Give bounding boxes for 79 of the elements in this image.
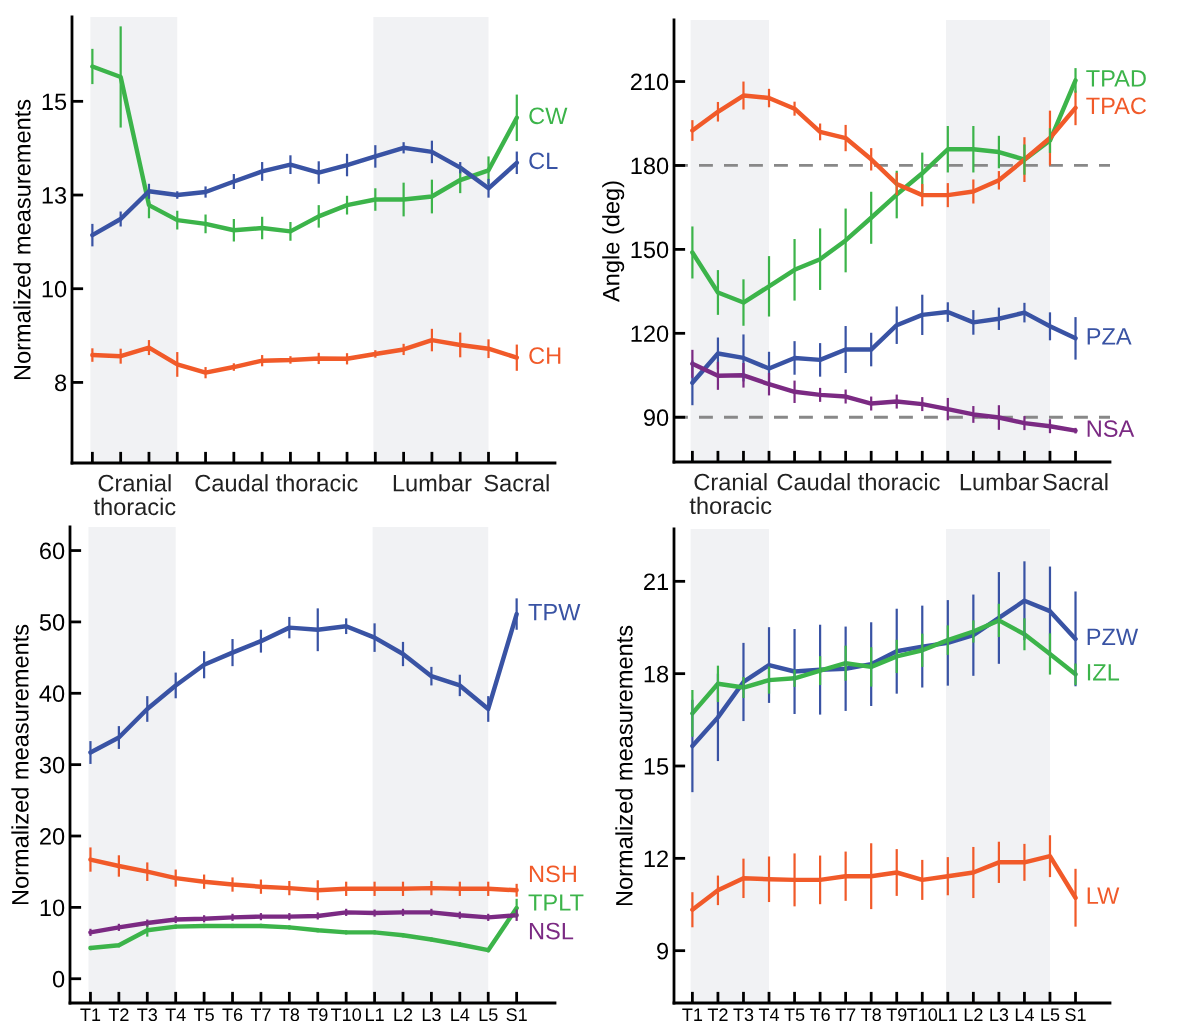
band-label: Cranial thoracic: [689, 473, 772, 515]
x-tick-label: T7: [250, 1008, 271, 1021]
text: Caudal thoracic: [777, 473, 940, 491]
band-label: Lumbar: [393, 474, 472, 492]
x-tick-label: L5: [479, 1008, 498, 1022]
series-label: TPAC: [1086, 97, 1147, 115]
y-tick-label: 50: [39, 613, 65, 631]
series-label: NSH: [529, 865, 576, 883]
series-label: LW: [1087, 887, 1120, 904]
x-tick-label: T2: [108, 1008, 129, 1021]
y-tick-label: 120: [631, 325, 669, 343]
x-tick-label: T7: [835, 1008, 856, 1021]
x-tick-label: T9: [886, 1008, 907, 1022]
x-tick-label: T6: [809, 1008, 830, 1022]
x-tick-label: L3: [422, 1008, 441, 1022]
y-tick-label: 30: [39, 756, 65, 774]
x-tick-label: L3: [990, 1008, 1009, 1022]
series-label: CW: [529, 107, 568, 125]
x-tick-label: T10: [907, 1008, 938, 1022]
series-label: TPW: [528, 603, 581, 621]
series-label: NSA: [1087, 420, 1135, 438]
y-tick-label: 12: [644, 850, 668, 867]
y-tick-label: 18: [644, 665, 669, 683]
y-tick-label: 10: [40, 899, 65, 917]
series-label: TPAD: [1086, 70, 1146, 87]
y-axis-title: Normalized measurements: [615, 625, 633, 906]
y-axis-title: Normalized measurements: [13, 99, 31, 380]
y-axis-title: Normalized measurements: [11, 624, 29, 905]
x-tick-label: T1: [80, 1008, 101, 1021]
x-tick-label: T10: [331, 1008, 362, 1022]
x-tick-label: S1: [1065, 1008, 1086, 1022]
x-tick-label: T5: [784, 1008, 805, 1022]
x-tick-label: T2: [707, 1008, 728, 1021]
x-tick-label: T8: [279, 1008, 300, 1022]
y-tick-label: 8: [55, 374, 67, 392]
x-tick-label: S1: [506, 1008, 527, 1022]
x-tick-label: T1: [682, 1008, 703, 1021]
x-tick-label: L1: [939, 1008, 957, 1021]
x-tick-label: T9: [307, 1008, 328, 1022]
band-label: Lumbar: [960, 473, 1039, 491]
y-tick-label: 15: [42, 93, 67, 111]
y-tick-label: 210: [630, 73, 669, 91]
x-tick-label: T6: [222, 1008, 243, 1022]
x-tick-label: L5: [1041, 1008, 1060, 1022]
x-tick-label: L2: [394, 1008, 413, 1021]
y-axis-title: Angle (deg): [602, 181, 625, 302]
text: Sacral: [1043, 473, 1108, 491]
text: Sacral: [484, 474, 549, 492]
y-tick-label: 10: [42, 280, 67, 298]
y-tick-label: 60: [40, 542, 65, 560]
x-tick-label: T5: [193, 1008, 214, 1022]
y-tick-label: 13: [42, 187, 67, 204]
y-tick-label: 15: [644, 758, 669, 775]
y-tick-label: 9: [657, 942, 669, 960]
y-tick-label: 0: [52, 970, 65, 988]
y-tick-label: 21: [644, 573, 668, 590]
x-tick-label: T8: [861, 1008, 881, 1022]
text: Caudal thoracic: [195, 474, 358, 492]
x-tick-label: L4: [451, 1008, 470, 1021]
series-label: CH: [529, 347, 561, 365]
y-tick-label: 150: [631, 241, 669, 259]
series-label: CL: [529, 152, 558, 170]
x-tick-label: L2: [964, 1008, 983, 1021]
series-label: IZL: [1087, 664, 1120, 681]
x-tick-label: T3: [733, 1008, 754, 1022]
series-label: PZA: [1087, 328, 1132, 345]
x-tick-label: L4: [1015, 1008, 1034, 1021]
x-tick-label: L1: [366, 1008, 384, 1021]
y-tick-label: 20: [40, 828, 65, 845]
x-tick-label: T4: [758, 1008, 780, 1021]
x-tick-label: T4: [165, 1008, 186, 1021]
x-tick-label: T3: [137, 1008, 158, 1022]
y-tick-label: 40: [39, 685, 65, 703]
series-label: PZW: [1087, 628, 1139, 645]
series-label: TPLT: [528, 894, 584, 911]
y-tick-label: 90: [643, 409, 669, 427]
y-tick-label: 180: [631, 157, 669, 175]
band-label: Cranial thoracic: [93, 474, 176, 516]
series-label: NSL: [529, 922, 574, 940]
